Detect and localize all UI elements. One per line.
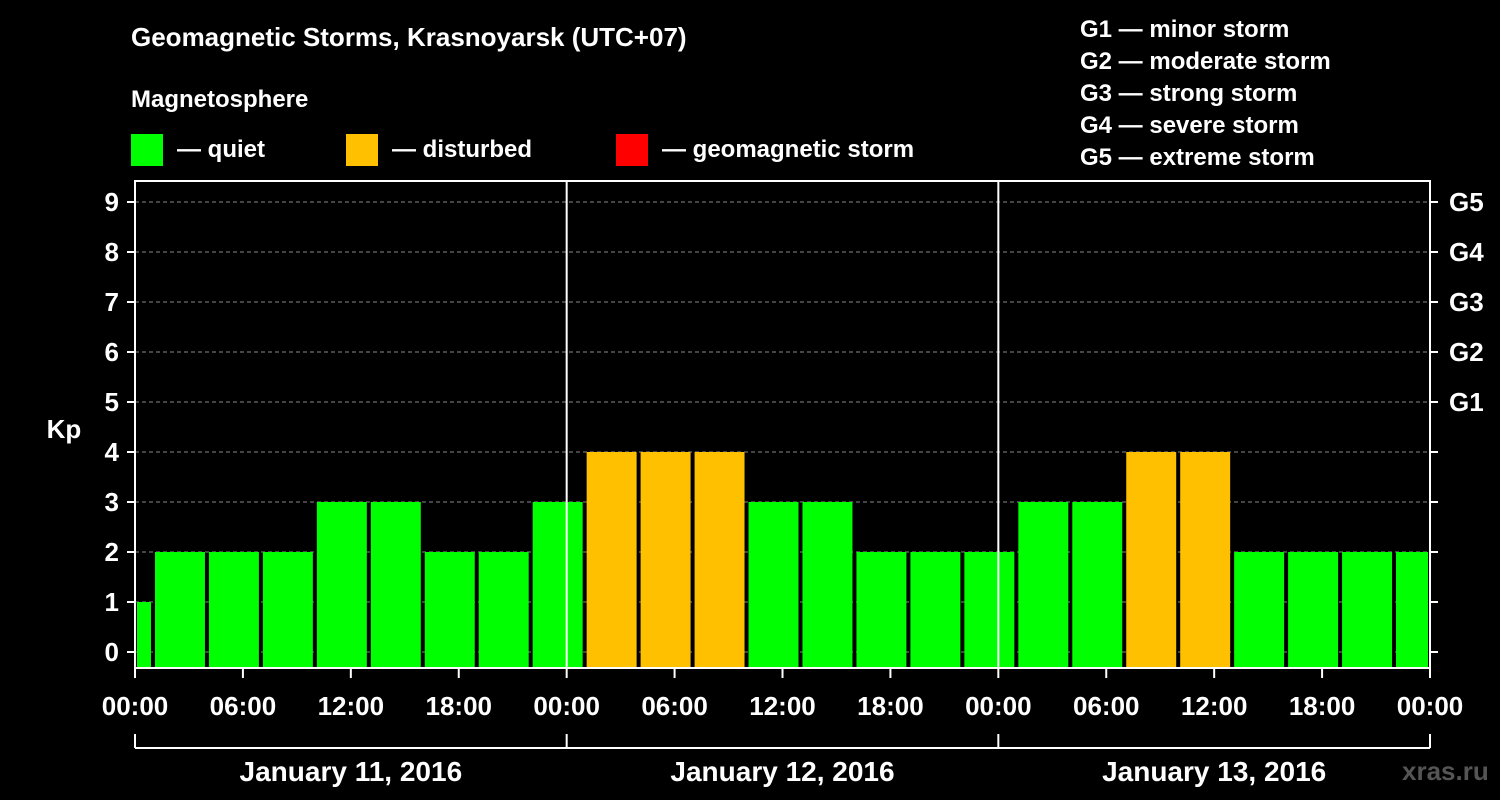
g-tick-label-g4: G4 bbox=[1449, 237, 1484, 267]
y-tick-label-8: 8 bbox=[105, 237, 119, 267]
kp-bar-1 bbox=[154, 552, 205, 668]
x-tick-label-4: 00:00 bbox=[533, 691, 600, 721]
kp-bar-7 bbox=[478, 552, 529, 668]
kp-bar-21 bbox=[1234, 552, 1285, 668]
y-tick-label-7: 7 bbox=[105, 287, 119, 317]
x-tick-label-10: 12:00 bbox=[1181, 691, 1248, 721]
kp-bar-14 bbox=[856, 552, 907, 668]
x-tick-label-6: 12:00 bbox=[749, 691, 816, 721]
g-tick-label-g5: G5 bbox=[1449, 187, 1484, 217]
g-level-g4: G4 — severe storm bbox=[1080, 112, 1299, 139]
x-tick-label-5: 06:00 bbox=[641, 691, 708, 721]
legend-label-storm: — geomagnetic storm bbox=[662, 136, 915, 163]
y-tick-label-1: 1 bbox=[105, 587, 119, 617]
y-axis-label: Kp bbox=[47, 414, 82, 444]
g-tick-label-g1: G1 bbox=[1449, 387, 1484, 417]
g-level-legend: G1 — minor storm G2 — moderate storm G3 … bbox=[1080, 14, 1331, 174]
kp-bar-2 bbox=[208, 552, 259, 668]
kp-bar-23 bbox=[1342, 552, 1393, 668]
legend-label-quiet: — quiet bbox=[177, 136, 265, 163]
kp-bar-17 bbox=[1018, 502, 1069, 668]
kp-bar-6 bbox=[424, 552, 475, 668]
kp-bar-18 bbox=[1072, 502, 1123, 668]
kp-bar-0 bbox=[137, 602, 151, 668]
x-tick-label-8: 00:00 bbox=[965, 691, 1032, 721]
x-tick-label-11: 18:00 bbox=[1289, 691, 1356, 721]
kp-bar-3 bbox=[262, 552, 313, 668]
g-tick-label-g3: G3 bbox=[1449, 287, 1484, 317]
g-level-g1: G1 — minor storm bbox=[1080, 16, 1290, 43]
x-tick-label-3: 18:00 bbox=[426, 691, 493, 721]
x-tick-label-12: 00:00 bbox=[1397, 691, 1464, 721]
kp-bar-10 bbox=[640, 452, 691, 668]
y-tick-label-4: 4 bbox=[105, 437, 120, 467]
legend-swatch-disturbed bbox=[346, 134, 378, 166]
kp-bar-15 bbox=[910, 552, 961, 668]
legend-item-storm: — geomagnetic storm bbox=[616, 133, 914, 167]
kp-bar-22 bbox=[1288, 552, 1339, 668]
legend-item-disturbed: — disturbed bbox=[346, 133, 532, 167]
legend-swatch-quiet bbox=[131, 134, 163, 166]
day-label-2: January 13, 2016 bbox=[1102, 756, 1326, 787]
kp-bar-5 bbox=[370, 502, 421, 668]
legend-label-disturbed: — disturbed bbox=[392, 136, 533, 163]
y-tick-label-5: 5 bbox=[105, 387, 119, 417]
g-level-g3: G3 — strong storm bbox=[1080, 80, 1298, 107]
kp-bar-8 bbox=[532, 502, 583, 668]
g-level-g5: G5 — extreme storm bbox=[1080, 144, 1315, 171]
chart-title: Geomagnetic Storms, Krasnoyarsk (UTC+07) bbox=[131, 22, 687, 52]
x-tick-label-0: 00:00 bbox=[102, 691, 169, 721]
y-tick-label-6: 6 bbox=[105, 337, 119, 367]
x-tick-label-1: 06:00 bbox=[210, 691, 277, 721]
credit-watermark: xras.ru bbox=[1402, 756, 1489, 786]
x-tick-label-9: 06:00 bbox=[1073, 691, 1140, 721]
legend-title: Magnetosphere bbox=[131, 86, 309, 113]
kp-bar-16 bbox=[964, 552, 1015, 668]
kp-bar-12 bbox=[748, 502, 799, 668]
g-tick-label-g2: G2 bbox=[1449, 337, 1484, 367]
y-tick-label-3: 3 bbox=[105, 487, 119, 517]
x-tick-label-7: 18:00 bbox=[857, 691, 924, 721]
kp-bar-19 bbox=[1126, 452, 1177, 668]
y-tick-label-2: 2 bbox=[105, 537, 119, 567]
kp-bar-11 bbox=[694, 452, 745, 668]
day-label-1: January 12, 2016 bbox=[670, 756, 894, 787]
y-tick-label-0: 0 bbox=[105, 637, 119, 667]
kp-bar-4 bbox=[316, 502, 367, 668]
y-tick-label-9: 9 bbox=[105, 187, 119, 217]
x-tick-label-2: 12:00 bbox=[318, 691, 385, 721]
legend-item-quiet: — quiet bbox=[131, 133, 265, 167]
kp-bar-9 bbox=[586, 452, 637, 668]
legend-swatch-storm bbox=[616, 134, 648, 166]
g-level-g2: G2 — moderate storm bbox=[1080, 48, 1331, 75]
kp-bar-13 bbox=[802, 502, 853, 668]
kp-bar-24 bbox=[1396, 552, 1428, 668]
kp-bar-20 bbox=[1180, 452, 1231, 668]
day-label-0: January 11, 2016 bbox=[240, 756, 463, 787]
